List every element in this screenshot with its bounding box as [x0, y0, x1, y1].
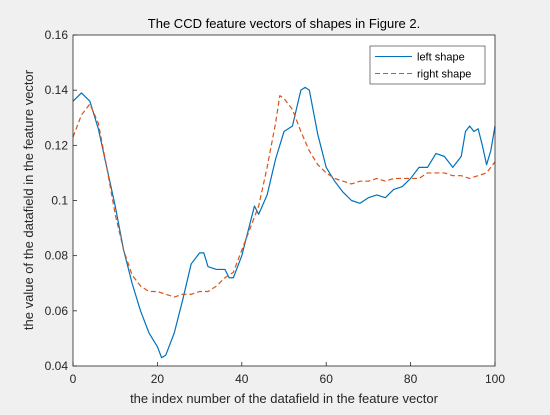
y-tick-label: 0.06	[45, 304, 69, 318]
chart-title: The CCD feature vectors of shapes in Fig…	[148, 16, 420, 31]
legend: left shape right shape	[369, 45, 486, 85]
x-tick-label: 0	[70, 372, 77, 386]
legend-label-right-shape: right shape	[417, 69, 471, 81]
y-tick-label: 0.1	[51, 194, 68, 208]
x-tick-label: 80	[404, 372, 418, 386]
x-tick-label: 100	[485, 372, 505, 386]
y-tick-label: 0.08	[45, 249, 69, 263]
series-layer	[72, 86, 496, 359]
y-tick-label: 0.04	[45, 359, 69, 373]
y-axis-ticks: 0.04 0.06 0.08 0.1 0.12 0.14 0.16	[45, 28, 77, 373]
plot-area	[73, 35, 495, 366]
series-line-left-shape	[72, 86, 496, 359]
x-axis-label: the index number of the datafield in the…	[130, 391, 439, 406]
legend-label-left-shape: left shape	[417, 52, 465, 64]
y-tick-label: 0.16	[45, 28, 69, 42]
x-tick-label: 40	[235, 372, 249, 386]
x-tick-label: 60	[320, 372, 334, 386]
legend-box	[369, 45, 486, 85]
y-tick-label: 0.12	[45, 138, 69, 152]
y-axis-label: the value of the datafield in the featur…	[21, 69, 36, 330]
y-tick-label: 0.14	[45, 83, 69, 97]
x-tick-label: 20	[151, 372, 165, 386]
x-axis-ticks: 0 20 40 60 80 100	[70, 362, 505, 386]
series-line-right-shape	[72, 95, 496, 298]
